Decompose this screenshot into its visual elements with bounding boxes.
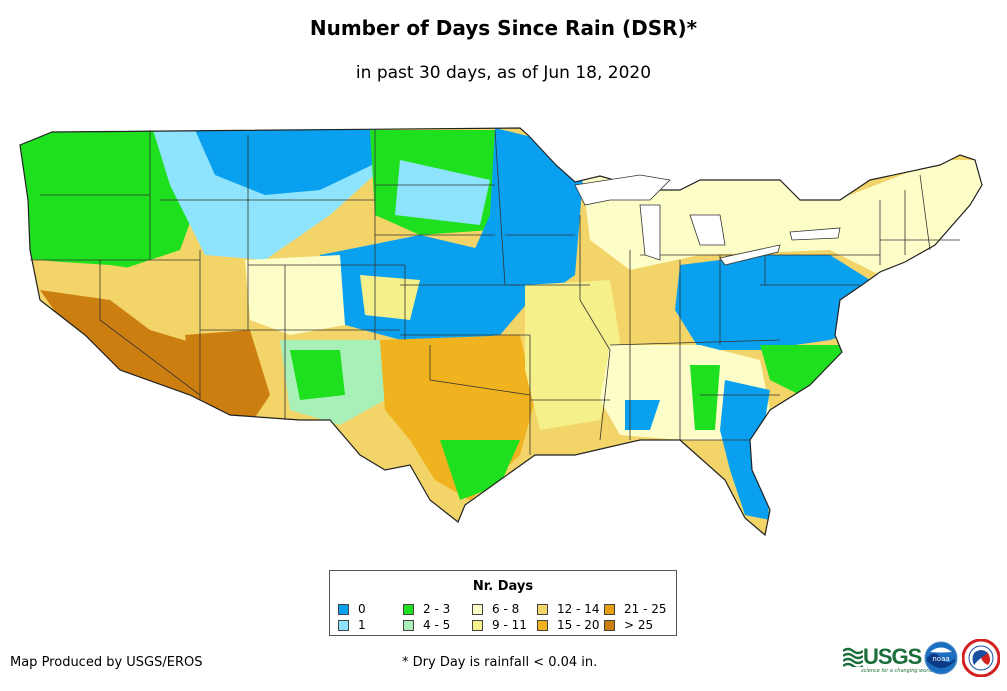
legend-label-1: 1 — [358, 618, 366, 632]
noaa-text: noaa — [932, 655, 949, 663]
legend-label-0: 0 — [358, 602, 366, 616]
region-florida — [720, 380, 770, 520]
region-arizona — [185, 330, 270, 425]
legend-swatch-8 — [604, 603, 615, 615]
lake-ontario — [789, 227, 841, 241]
legend-item-0: 0 — [338, 602, 366, 616]
usgs-tagline: science for a changing world — [861, 668, 933, 674]
border-nh-me — [919, 174, 931, 251]
region-ohio-valley — [675, 255, 870, 350]
legend-label-7: 15 - 20 — [557, 618, 600, 632]
lake-superior — [574, 174, 671, 206]
legend-label-2: 2 - 3 — [423, 602, 451, 616]
region-colorado — [245, 255, 345, 335]
legend-item-1: 1 — [338, 618, 366, 632]
legend-item-5: 9 - 11 — [472, 618, 527, 632]
nws-logo-icon — [962, 639, 1000, 677]
noaa-logo-icon: noaa — [924, 641, 958, 675]
legend-item-6: 12 - 14 — [537, 602, 600, 616]
legend-swatch-6 — [537, 603, 548, 615]
lake-michigan — [639, 204, 661, 261]
legend-label-9: > 25 — [624, 618, 654, 632]
dry-day-note: * Dry Day is rainfall < 0.04 in. — [402, 655, 598, 670]
border-mississippi — [579, 215, 611, 441]
great-lakes — [574, 174, 841, 266]
legend-title: Nr. Days — [472, 579, 534, 594]
legend-item-8: 21 - 25 — [604, 602, 667, 616]
region-gulf-blue — [625, 400, 660, 430]
region-kansas-west — [360, 275, 420, 320]
legend-swatch-9 — [604, 619, 615, 631]
legend-label-6: 12 - 14 — [557, 602, 600, 616]
map-subtitle: in past 30 days, as of Jun 18, 2020 — [355, 63, 652, 83]
region-south-dakota — [395, 160, 490, 225]
legend-swatch-0 — [338, 603, 349, 615]
legend-item-4: 6 - 8 — [472, 602, 519, 616]
legend-label-4: 6 - 8 — [492, 602, 520, 616]
legend-swatch-2 — [403, 603, 414, 615]
region-nm-green — [290, 350, 345, 400]
legend: Nr. Days 0 1 2 - 3 4 - 5 6 - 8 9 - 11 12… — [329, 570, 677, 636]
region-central-plains — [320, 235, 530, 345]
region-mid-south — [525, 280, 620, 430]
usgs-wordmark: USGS — [863, 644, 922, 669]
legend-label-3: 4 - 5 — [423, 618, 451, 632]
region-alabama-green — [690, 365, 720, 430]
us-map — [19, 127, 983, 537]
legend-item-9: > 25 — [604, 618, 653, 632]
lake-huron — [689, 214, 726, 246]
us-outline — [19, 127, 983, 537]
legend-swatch-7 — [537, 619, 548, 631]
legend-swatch-1 — [338, 619, 349, 631]
border-tn-ky — [609, 339, 781, 346]
border-ca-nv — [99, 260, 201, 396]
border-mn-west — [494, 129, 506, 286]
legend-item-2: 2 - 3 — [403, 602, 450, 616]
dsr-color-regions — [20, 128, 982, 535]
usgs-wave-icon — [843, 647, 863, 667]
legend-swatch-3 — [403, 619, 414, 631]
usgs-logo: USGS science for a changing world — [843, 644, 933, 674]
credit-text: Map Produced by USGS/EROS — [10, 655, 203, 670]
legend-label-5: 9 - 11 — [492, 618, 527, 632]
legend-swatch-5 — [472, 619, 483, 631]
legend-swatch-4 — [472, 603, 483, 615]
border-ok-tx — [429, 345, 531, 396]
region-montana — [195, 130, 375, 195]
region-southwest-desert — [40, 290, 230, 420]
lake-erie — [719, 244, 781, 266]
legend-item-7: 15 - 20 — [537, 618, 600, 632]
legend-label-8: 21 - 25 — [624, 602, 667, 616]
legend-item-3: 4 - 5 — [403, 618, 450, 632]
map-title: Number of Days Since Rain (DSR)* — [309, 16, 698, 40]
region-carolinas — [760, 345, 845, 395]
